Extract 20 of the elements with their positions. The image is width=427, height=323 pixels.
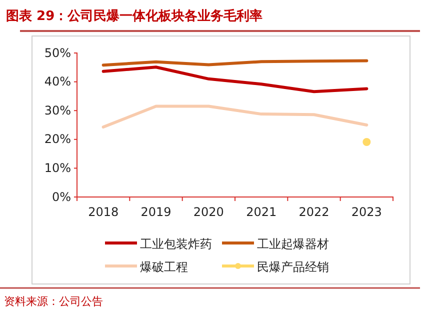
x-tick-label: 2019	[140, 205, 172, 219]
legend-label: 民爆产品经销	[257, 260, 329, 274]
y-tick-label: 40%	[44, 74, 71, 89]
legend-label: 爆破工程	[140, 260, 188, 274]
y-tick-label: 20%	[44, 132, 71, 146]
chart-title: 图表 29：公司民爆一体化板块各业务毛利率	[6, 8, 263, 24]
x-tick-label: 2020	[193, 205, 224, 219]
y-tick-label: 10%	[44, 161, 71, 176]
x-tick-label: 2023	[351, 205, 382, 219]
text: 资料来源：公司公告	[4, 295, 103, 308]
x-tick-label: 2022	[298, 205, 330, 219]
legend-label: 工业包装炸药	[140, 237, 212, 251]
line-series	[102, 66, 368, 94]
y-tick-label: 50%	[44, 46, 71, 60]
x-tick-label: 2021	[246, 205, 277, 219]
x-tick-label: 2018	[88, 205, 119, 219]
y-tick-label: 0%	[52, 190, 71, 204]
line-series	[102, 104, 368, 129]
legend-label: 工业起爆器材	[257, 237, 329, 251]
y-tick-label: 30%	[44, 103, 71, 118]
